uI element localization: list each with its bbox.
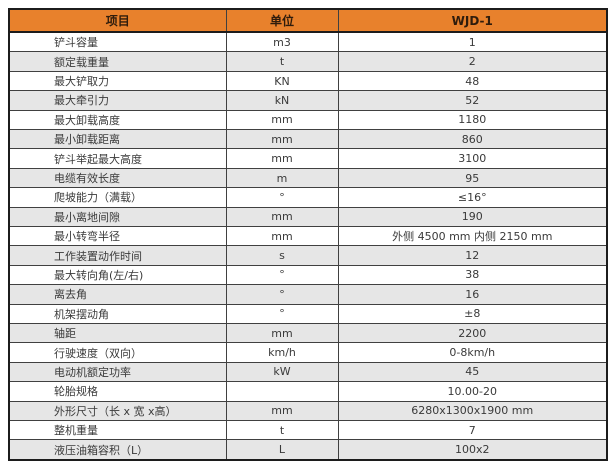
spec-item: 外形尺寸（长 x 宽 x高） [8, 400, 227, 421]
table-row: 最大转向角(左/右) ° 38 [8, 264, 608, 286]
header-row: 项目 单位 WJD-1 [8, 8, 608, 33]
table-row: 最大卸载高度 mm 1180 [8, 109, 608, 131]
spec-item: 最小离地间隙 [8, 206, 227, 227]
table-row: 电动机额定功率 kW 45 [8, 361, 608, 383]
spec-value: 2200 [337, 322, 608, 344]
spec-item: 整机重量 [8, 419, 227, 441]
spec-unit: s [225, 245, 339, 266]
table-row: 最小卸载距离 mm 860 [8, 129, 608, 150]
table-row: 外形尺寸（长 x 宽 x高） mm 6280x1300x1900 mm [8, 400, 608, 421]
spec-value: 95 [337, 167, 608, 189]
table-row: 液压油箱容积（L） L 100x2 [8, 439, 608, 461]
column-header-unit: 单位 [225, 8, 339, 33]
spec-item: 铲斗容量 [8, 31, 227, 53]
spec-value: 10.00-20 [337, 381, 608, 402]
spec-unit: km/h [225, 342, 339, 363]
column-header-model: WJD-1 [337, 8, 608, 33]
spec-value: 0-8km/h [337, 342, 608, 363]
spec-value: 12 [337, 245, 608, 266]
spec-unit: t [225, 419, 339, 441]
spec-unit: KN [225, 70, 339, 92]
spec-unit: mm [225, 322, 339, 344]
spec-item: 轮胎规格 [8, 381, 227, 402]
spec-value: 52 [337, 90, 608, 111]
column-header-item: 项目 [8, 8, 227, 33]
spec-value: 2 [337, 51, 608, 72]
spec-unit: L [225, 439, 339, 461]
table-row: 电缆有效长度 m 95 [8, 167, 608, 189]
spec-item: 最大转向角(左/右) [8, 264, 227, 286]
spec-item: 铲斗举起最大高度 [8, 148, 227, 169]
spec-item: 最大卸载高度 [8, 109, 227, 131]
spec-item: 电动机额定功率 [8, 361, 227, 383]
spec-item: 离去角 [8, 284, 227, 305]
spec-table: 项目 单位 WJD-1 铲斗容量 m3 1 额定载重量 t 2 最大铲取力 KN… [8, 8, 608, 461]
spec-value: 38 [337, 264, 608, 286]
spec-item: 额定载重量 [8, 51, 227, 72]
spec-value: 100x2 [337, 439, 608, 461]
spec-unit: mm [225, 129, 339, 150]
table-row: 工作装置动作时间 s 12 [8, 245, 608, 266]
spec-unit: mm [225, 400, 339, 421]
spec-value: ±8 [337, 303, 608, 324]
spec-unit: mm [225, 109, 339, 131]
spec-item: 爬坡能力（满载） [8, 187, 227, 208]
spec-value: 16 [337, 284, 608, 305]
spec-value: 1180 [337, 109, 608, 131]
spec-unit: ° [225, 303, 339, 324]
spec-item: 最小转弯半径 [8, 225, 227, 247]
spec-item: 最小卸载距离 [8, 129, 227, 150]
spec-item: 最大铲取力 [8, 70, 227, 92]
table-row: 轮胎规格 10.00-20 [8, 381, 608, 402]
spec-unit: m [225, 167, 339, 189]
spec-item: 机架摆动角 [8, 303, 227, 324]
spec-value: 外侧 4500 mm 内侧 2150 mm [337, 225, 608, 247]
spec-unit: ° [225, 284, 339, 305]
table-row: 离去角 ° 16 [8, 284, 608, 305]
spec-unit: ° [225, 187, 339, 208]
spec-unit: mm [225, 148, 339, 169]
spec-item: 工作装置动作时间 [8, 245, 227, 266]
spec-value: 6280x1300x1900 mm [337, 400, 608, 421]
table-row: 铲斗举起最大高度 mm 3100 [8, 148, 608, 169]
spec-unit: m3 [225, 31, 339, 53]
spec-item: 轴距 [8, 322, 227, 344]
spec-unit [225, 381, 339, 402]
spec-item: 行驶速度（双向） [8, 342, 227, 363]
spec-value: 45 [337, 361, 608, 383]
spec-value: ≤16° [337, 187, 608, 208]
table-row: 行驶速度（双向） km/h 0-8km/h [8, 342, 608, 363]
table-row: 最大铲取力 KN 48 [8, 70, 608, 92]
spec-value: 1 [337, 31, 608, 53]
table-row: 爬坡能力（满载） ° ≤16° [8, 187, 608, 208]
table-row: 整机重量 t 7 [8, 419, 608, 441]
spec-item: 液压油箱容积（L） [8, 439, 227, 461]
spec-unit: mm [225, 206, 339, 227]
spec-unit: kW [225, 361, 339, 383]
spec-unit: t [225, 51, 339, 72]
spec-value: 7 [337, 419, 608, 441]
table-row: 最小转弯半径 mm 外侧 4500 mm 内侧 2150 mm [8, 225, 608, 247]
spec-value: 190 [337, 206, 608, 227]
spec-unit: mm [225, 225, 339, 247]
spec-value: 3100 [337, 148, 608, 169]
spec-item: 最大牵引力 [8, 90, 227, 111]
spec-value: 860 [337, 129, 608, 150]
table-row: 机架摆动角 ° ±8 [8, 303, 608, 324]
spec-value: 48 [337, 70, 608, 92]
spec-item: 电缆有效长度 [8, 167, 227, 189]
table-row: 最大牵引力 kN 52 [8, 90, 608, 111]
table-row: 额定载重量 t 2 [8, 51, 608, 72]
spec-unit: ° [225, 264, 339, 286]
table-row: 最小离地间隙 mm 190 [8, 206, 608, 227]
table-row: 铲斗容量 m3 1 [8, 31, 608, 53]
table-row: 轴距 mm 2200 [8, 322, 608, 344]
spec-unit: kN [225, 90, 339, 111]
